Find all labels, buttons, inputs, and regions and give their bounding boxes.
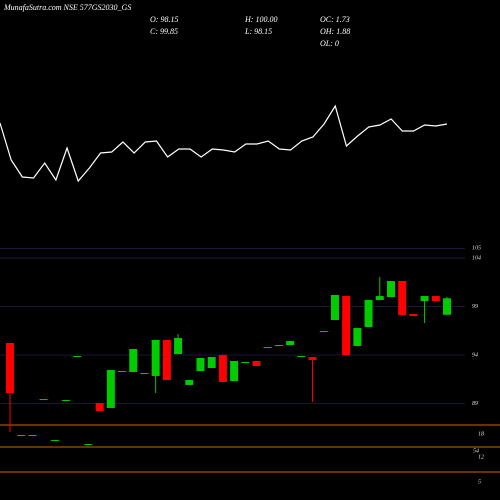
chart-title: MunafaSutra.com NSE 577GS2030_GS [3, 3, 131, 12]
y-tick-label: 94 [472, 351, 478, 358]
candle-body [174, 338, 183, 355]
level-label: 12 [478, 454, 484, 460]
candle-body [230, 361, 239, 382]
ohlc-label: OH: 1.88 [320, 27, 350, 36]
candle-body [6, 342, 14, 394]
candle-body [398, 281, 407, 316]
ohlc-label: C: 99.85 [150, 27, 178, 36]
candle-body [263, 347, 272, 349]
candle-body [443, 298, 451, 315]
candle-body [431, 296, 440, 301]
candle-body [129, 349, 138, 372]
candle-body [342, 296, 351, 356]
candle-body [62, 400, 71, 402]
candle-body [330, 294, 339, 321]
candle-body [196, 358, 205, 372]
candle-body [50, 439, 59, 441]
level-label: 18 [478, 431, 484, 437]
candle-body [95, 403, 104, 411]
candle-body [118, 371, 127, 373]
level-label: 54 [473, 447, 479, 454]
ohlc-label: OC: 1.73 [320, 15, 350, 24]
candle-body [364, 300, 373, 327]
candle-body [185, 380, 194, 385]
candle-body [28, 435, 37, 437]
candle-body [308, 357, 317, 361]
candle-body [241, 361, 250, 363]
candle-body [151, 339, 160, 376]
ohlc-label: L: 98.15 [244, 27, 272, 36]
candle-body [386, 281, 395, 298]
ohlc-label: H: 100.00 [244, 15, 277, 24]
y-tick-label: 104 [472, 254, 481, 261]
candle-body [106, 370, 115, 408]
candle-body [162, 339, 171, 381]
candle-body [286, 341, 295, 346]
ohlc-label: OL: 0 [320, 39, 339, 48]
candle-body [274, 345, 283, 347]
candle-body [207, 357, 216, 369]
candle-body [409, 313, 418, 317]
candle-body [140, 373, 149, 375]
candle-body [353, 328, 362, 346]
candle-body [319, 331, 328, 333]
y-tick-label: 105 [472, 246, 481, 252]
candle-body [218, 355, 227, 382]
candle-body [375, 296, 384, 301]
y-tick-label: 89 [472, 401, 478, 407]
level-label: 5 [478, 479, 481, 485]
ohlc-label: O: 98.15 [150, 15, 178, 24]
candle-body [420, 296, 429, 301]
price-line [0, 104, 448, 183]
candle-body [252, 361, 261, 366]
candle-body [84, 444, 93, 446]
candle-body [297, 355, 306, 357]
candle-body [73, 355, 82, 357]
y-tick-label: 99 [472, 304, 478, 310]
candle-body [39, 399, 48, 401]
candle-body [17, 435, 26, 437]
